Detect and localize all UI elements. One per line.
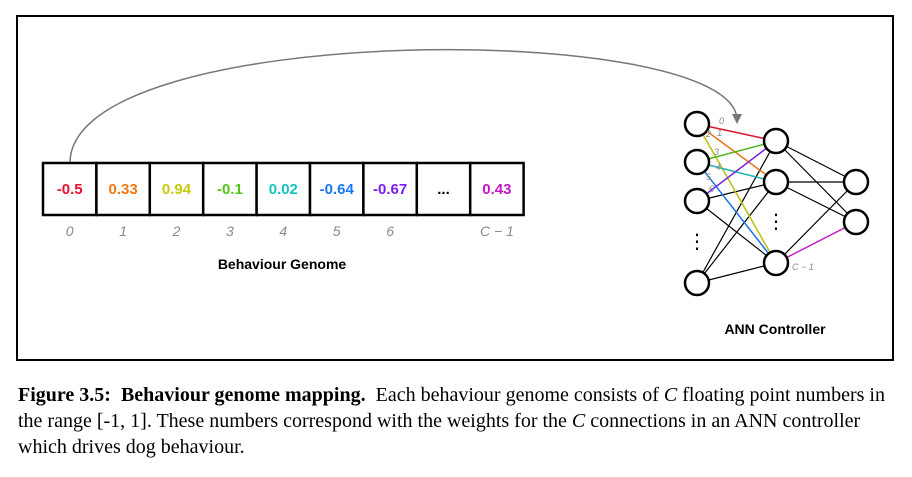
ann-title: ANN Controller — [724, 321, 826, 337]
input-ellipsis: ⋮ — [687, 229, 707, 253]
ann-weight-labels: 0 123 45 6 — [705, 116, 724, 194]
genome-cell-value: 0.02 — [269, 181, 298, 198]
ann-node — [683, 148, 711, 176]
ann-weight-label: 4 — [716, 162, 721, 172]
genome-index: 0 — [66, 223, 74, 239]
ann-weighted-connection — [696, 123, 777, 183]
genome-index: 4 — [279, 223, 287, 239]
ann-weighted-connection-last — [775, 221, 857, 264]
genome-cell-value: -0.1 — [217, 181, 243, 198]
genome-cell-value: 0.33 — [108, 181, 137, 198]
genome-index: C − 1 — [480, 223, 514, 239]
genome-cell — [468, 161, 525, 217]
genome-title: Behaviour Genome — [218, 256, 347, 272]
caption-var-c: C — [663, 384, 678, 406]
genome-cell — [201, 161, 258, 217]
ann-node — [683, 269, 711, 297]
ann-connection — [775, 140, 857, 183]
figure-frame — [16, 15, 894, 361]
genome-index: 6 — [386, 223, 394, 239]
genome-cell-value: ... — [437, 181, 450, 198]
genome-index: 5 — [333, 223, 341, 239]
mapping-arrow — [69, 48, 742, 164]
caption-text-2: floating point numbers in the range [-1,… — [18, 384, 885, 432]
genome-cell-value: 0.43 — [482, 181, 511, 198]
ann-node — [683, 110, 711, 138]
caption-label: Figure 3.5: — [18, 384, 111, 406]
figure-caption: Figure 3.5: Behaviour genome mapping. Ea… — [18, 382, 900, 460]
ann-node — [842, 208, 870, 236]
genome-cell — [255, 161, 312, 217]
ann-weighted-connection — [696, 140, 777, 163]
ann-connection — [696, 181, 777, 202]
genome-cell-value: -0.64 — [320, 181, 355, 198]
genome-array: -0.5 0.33 0.94 -0.1 0.02 -0.64 -0.67... 0.43 — [41, 161, 525, 217]
ann-node — [842, 168, 870, 196]
genome-cell — [415, 161, 472, 217]
genome-index: 3 — [226, 223, 234, 239]
ann-connection — [775, 181, 857, 223]
genome-index: 1 — [119, 223, 127, 239]
genome-cell-value: -0.5 — [57, 181, 83, 198]
ann-nodes — [683, 110, 870, 297]
ann-weighted-connection — [696, 161, 777, 183]
ann-connection — [696, 262, 777, 284]
genome-cell — [41, 161, 98, 217]
ann-weight-label: 1 — [717, 128, 722, 138]
ann-weighted-connection — [696, 140, 777, 202]
ann-weighted-connection — [696, 123, 777, 142]
ann-weighted-connection — [696, 123, 777, 264]
ann-node — [762, 168, 790, 196]
ann-connection — [775, 181, 857, 264]
ann-weight-label: 3 — [714, 147, 719, 157]
ann-weight-label: 5 — [706, 172, 712, 182]
ann-node — [683, 187, 711, 215]
last-weight-label: C − 1 — [792, 262, 814, 272]
ann-node — [762, 249, 790, 277]
caption-var-c-2: C — [571, 410, 586, 432]
ann-node — [762, 127, 790, 155]
genome-cell — [308, 161, 365, 217]
hidden-ellipsis: ⋮ — [766, 209, 786, 233]
genome-cell-value: 0.94 — [162, 181, 192, 198]
genome-mapping-diagram: -0.5 0.33 0.94 -0.1 0.02 -0.64 -0.67... 0.43 0 1… — [41, 48, 870, 337]
genome-index: 2 — [172, 223, 181, 239]
ann-weighted-connection — [696, 161, 777, 264]
ann-weight-label: 6 — [709, 184, 714, 194]
caption-text-1: Each behaviour genome consists of — [375, 384, 659, 406]
ann-weight-label: 0 — [719, 116, 724, 126]
caption-text-3: connections in an ANN controller which d… — [18, 410, 861, 458]
genome-cell — [362, 161, 419, 217]
genome-cell — [95, 161, 152, 217]
ann-connection — [696, 181, 777, 284]
ann-connections — [696, 123, 857, 284]
caption-title: Behaviour genome mapping. — [120, 384, 366, 406]
ann-weight-label: 2 — [705, 129, 711, 139]
genome-index-labels: 0 1 2 3 4 5 6 C − 1 — [66, 223, 514, 239]
genome-cell-value: -0.67 — [373, 181, 407, 198]
